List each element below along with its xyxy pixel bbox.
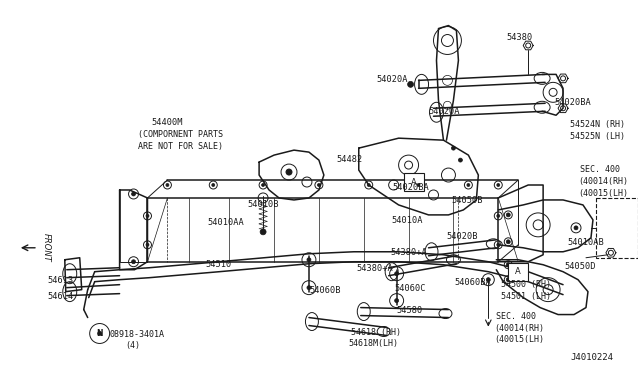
Text: 54510: 54510 — [205, 260, 232, 269]
Circle shape — [408, 81, 413, 87]
Text: 54050D: 54050D — [564, 262, 596, 271]
Circle shape — [451, 146, 456, 150]
Text: 54010AB: 54010AB — [567, 238, 604, 247]
Text: 54060B: 54060B — [309, 286, 340, 295]
Text: (COMPORNENT PARTS: (COMPORNENT PARTS — [138, 130, 223, 139]
Text: 54010A: 54010A — [392, 216, 423, 225]
Text: ARE NOT FOR SALE): ARE NOT FOR SALE) — [138, 142, 223, 151]
Text: 54618 (RH): 54618 (RH) — [351, 327, 401, 337]
Text: 54524N (RH): 54524N (RH) — [570, 120, 625, 129]
Circle shape — [260, 229, 266, 235]
Circle shape — [307, 258, 311, 262]
Text: 54020BA: 54020BA — [554, 98, 591, 107]
Text: 54500 (RH): 54500 (RH) — [501, 280, 551, 289]
Circle shape — [317, 183, 321, 186]
Circle shape — [307, 286, 311, 290]
Circle shape — [497, 183, 500, 186]
Text: (40015(LH): (40015(LH) — [578, 189, 628, 198]
Text: 54020B: 54020B — [447, 232, 478, 241]
Circle shape — [146, 243, 149, 246]
Circle shape — [395, 299, 399, 302]
Circle shape — [166, 183, 169, 186]
Circle shape — [458, 158, 463, 162]
Text: (4): (4) — [125, 341, 141, 350]
Text: A: A — [515, 267, 521, 276]
Circle shape — [497, 243, 500, 246]
Circle shape — [497, 214, 500, 217]
Text: SEC. 400: SEC. 400 — [496, 312, 536, 321]
Circle shape — [212, 183, 215, 186]
Text: 54380: 54380 — [506, 32, 532, 42]
Text: 54613: 54613 — [48, 276, 74, 285]
Text: 54380+A: 54380+A — [356, 264, 394, 273]
Text: J4010224: J4010224 — [570, 353, 613, 362]
Circle shape — [395, 272, 399, 276]
Circle shape — [486, 278, 490, 282]
Text: 54060C: 54060C — [395, 284, 426, 293]
Text: SEC. 400: SEC. 400 — [580, 165, 620, 174]
Circle shape — [404, 161, 413, 169]
Text: 54580: 54580 — [397, 305, 423, 315]
Circle shape — [367, 183, 370, 186]
Text: 54525N (LH): 54525N (LH) — [570, 132, 625, 141]
Circle shape — [132, 260, 136, 264]
Text: N: N — [97, 329, 103, 338]
Circle shape — [506, 213, 510, 217]
Text: (400l5(LH): (400l5(LH) — [494, 336, 544, 344]
Text: 54501 (LH): 54501 (LH) — [501, 292, 551, 301]
Text: (40014(RH): (40014(RH) — [578, 177, 628, 186]
Circle shape — [146, 214, 149, 217]
Circle shape — [574, 226, 578, 230]
Text: FRONT: FRONT — [42, 233, 51, 262]
Text: 54614: 54614 — [48, 292, 74, 301]
Text: 54020A: 54020A — [377, 76, 408, 84]
Bar — [596, 198, 638, 258]
Text: 54400M: 54400M — [152, 118, 183, 127]
Text: (40014(RH): (40014(RH) — [494, 324, 544, 333]
FancyBboxPatch shape — [508, 263, 528, 280]
Text: 54060BA: 54060BA — [454, 278, 491, 287]
Circle shape — [506, 240, 510, 244]
Text: 08918-3401A: 08918-3401A — [109, 330, 164, 339]
Text: 54380+A: 54380+A — [390, 248, 428, 257]
Circle shape — [417, 183, 420, 186]
Circle shape — [506, 278, 510, 282]
Text: 54482: 54482 — [337, 155, 363, 164]
Circle shape — [506, 263, 510, 267]
Text: 54020BA: 54020BA — [393, 183, 429, 192]
Text: 54050B: 54050B — [451, 196, 483, 205]
Circle shape — [132, 192, 136, 196]
Text: 54618M(LH): 54618M(LH) — [349, 340, 399, 349]
Circle shape — [467, 183, 470, 186]
Text: 54020A: 54020A — [429, 107, 460, 116]
Circle shape — [286, 169, 292, 175]
Text: A: A — [411, 177, 417, 186]
Text: 54010B: 54010B — [247, 200, 278, 209]
Circle shape — [98, 331, 102, 336]
Circle shape — [262, 183, 264, 186]
FancyBboxPatch shape — [404, 173, 424, 191]
Text: 54010AA: 54010AA — [207, 218, 244, 227]
